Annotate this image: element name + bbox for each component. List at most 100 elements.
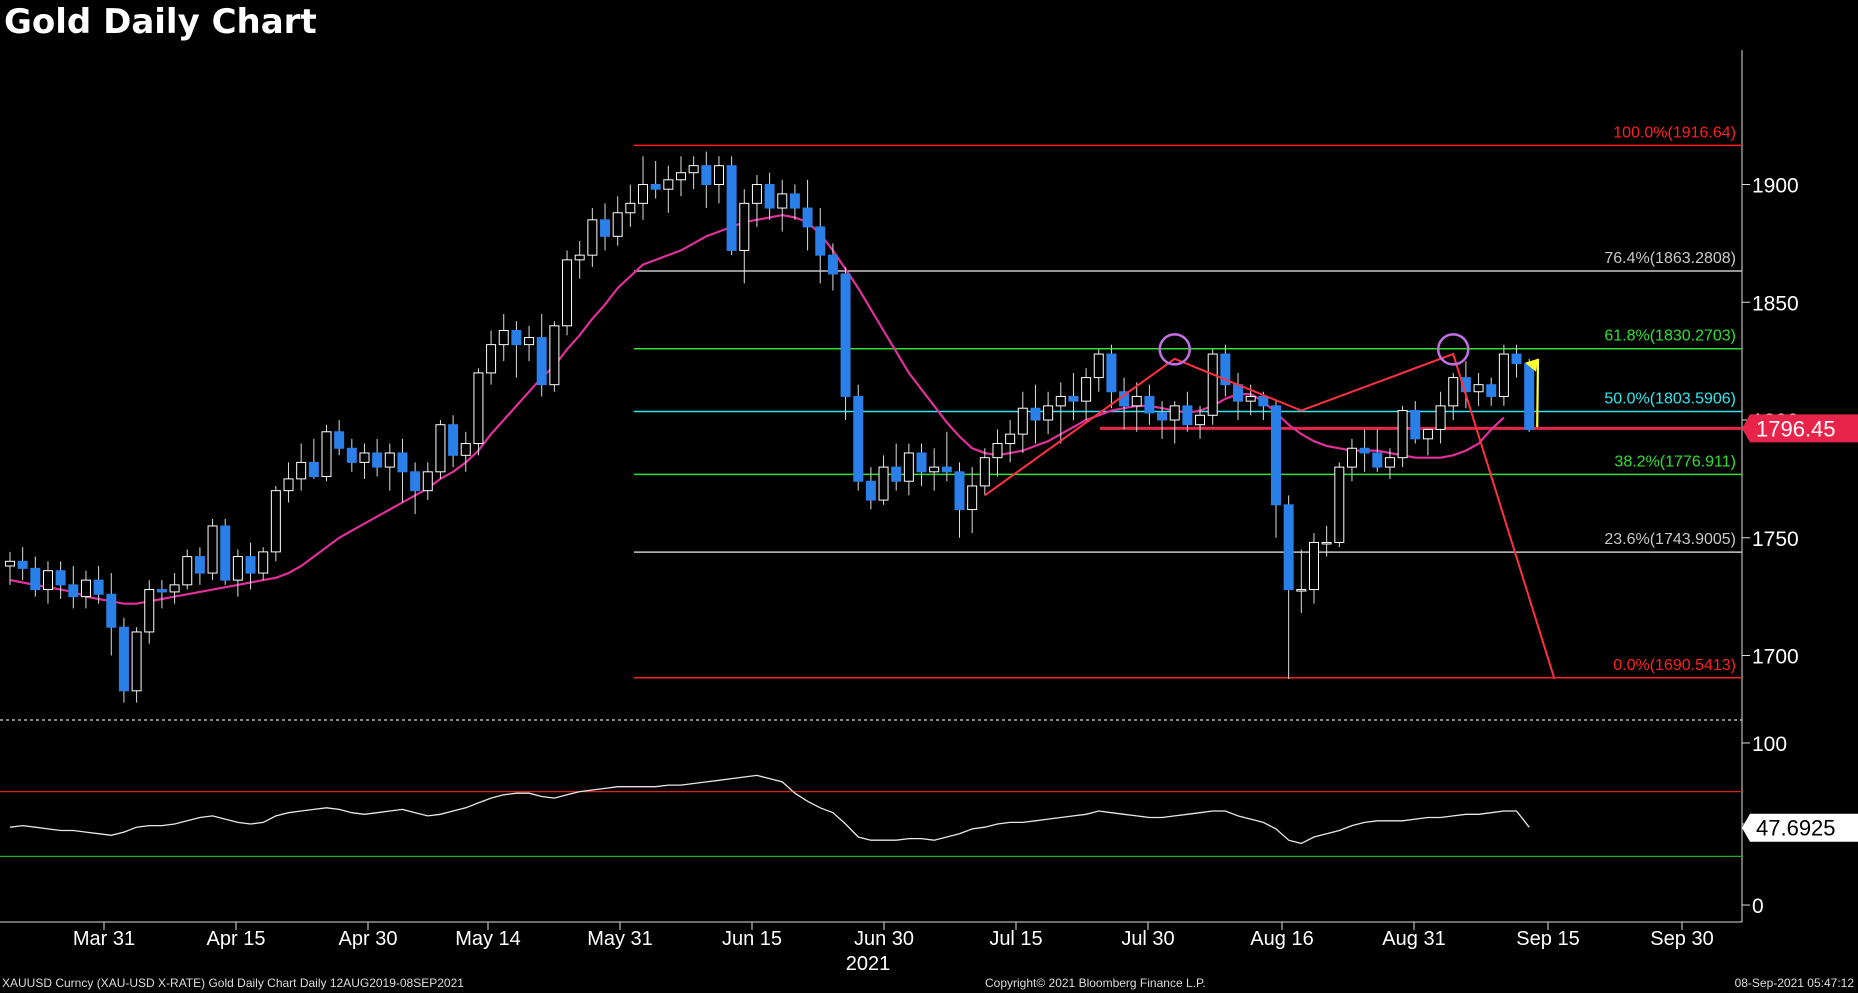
candle-body <box>1106 353 1117 393</box>
time-tick-label: Sep 15 <box>1516 928 1579 950</box>
candle-body <box>5 560 15 567</box>
candle-body <box>1055 395 1066 407</box>
candle-body <box>1346 447 1357 468</box>
footer-left: XAUUSD Curncy (XAU-USD X-RATE) Gold Dail… <box>2 976 464 990</box>
candle-body <box>448 424 459 456</box>
candle-body <box>473 372 484 445</box>
candle-body <box>688 165 699 174</box>
candle-body <box>992 443 1003 459</box>
candle-body <box>853 395 864 482</box>
candle-body <box>764 184 775 209</box>
fib-label: 76.4%(1863.2808) <box>1604 250 1736 267</box>
projection-arrow <box>1536 358 1540 428</box>
candle-body <box>625 202 636 214</box>
candle-body <box>498 330 509 346</box>
candle-body <box>1334 466 1345 543</box>
candle-body <box>1372 452 1383 468</box>
candle-body <box>1422 428 1433 440</box>
candle-body <box>751 184 762 204</box>
candle-body <box>80 579 91 598</box>
footer-center: Copyright© 2021 Bloomberg Finance L.P. <box>985 976 1206 990</box>
candle-body <box>1473 384 1484 393</box>
candle-body <box>1043 405 1054 421</box>
candle-body <box>1030 407 1041 421</box>
candle-body <box>410 471 421 492</box>
candle-body <box>422 471 433 492</box>
candle-body <box>1524 362 1535 430</box>
time-tick-label: Jul 15 <box>989 928 1042 950</box>
candle-body <box>916 452 927 473</box>
candle-body <box>220 525 231 581</box>
candle-body <box>1321 541 1332 545</box>
candle-body <box>346 447 357 463</box>
candle-body <box>1410 410 1421 440</box>
time-tick-label: Jun 15 <box>722 928 782 950</box>
candle-body <box>600 219 611 237</box>
fib-label: 38.2%(1776.911) <box>1614 453 1736 470</box>
fib-label: 50.0%(1803.5906) <box>1604 391 1736 408</box>
candle-body <box>207 525 218 574</box>
last-price-box <box>1742 414 1858 443</box>
candle-body <box>1308 541 1319 591</box>
panel-dividers <box>0 50 1743 923</box>
candle-body <box>562 259 573 327</box>
candle-body <box>1271 405 1281 506</box>
candle-body <box>1093 353 1104 379</box>
fib-label: 23.6%(1743.9005) <box>1604 531 1736 548</box>
candle-body <box>536 337 547 386</box>
footer-right: 08-Sep-2021 05:47:12 <box>1734 976 1854 990</box>
candle-body <box>878 466 889 501</box>
price-tick-label: 1700 <box>1752 646 1799 669</box>
candle-body <box>891 466 902 482</box>
fib-label: 0.0%(1690.5413) <box>1613 657 1736 674</box>
time-tick-label: Aug 16 <box>1250 928 1313 950</box>
rsi-last-box <box>1742 813 1858 842</box>
time-tick-label: Apr 15 <box>207 928 266 950</box>
candles-layer <box>5 151 1535 703</box>
candle-body <box>384 452 395 468</box>
candle-body <box>321 431 332 478</box>
time-tick-label: Jul 30 <box>1121 928 1174 950</box>
candle-body <box>1220 353 1231 386</box>
candle-body <box>1182 405 1193 426</box>
candle-body <box>308 461 319 478</box>
candle-body <box>739 202 750 251</box>
time-tick-label: Jun 30 <box>854 928 914 950</box>
candle-body <box>1245 395 1256 402</box>
candle-body <box>258 551 269 574</box>
candle-body <box>663 179 674 190</box>
candle-body <box>650 184 661 190</box>
candle-body <box>1486 384 1497 397</box>
candle-body <box>789 193 800 209</box>
rsi-tick-label: 100 <box>1752 733 1787 756</box>
candle-body <box>156 589 167 593</box>
candle-body <box>1233 384 1244 402</box>
candle-body <box>1207 353 1218 416</box>
candle-body <box>1068 395 1079 402</box>
peak-circle <box>1158 333 1191 366</box>
fibonacci-levels: 100.0%(1916.64) 76.4%(1863.2808) 61.8%(183… <box>634 124 1742 679</box>
candle-body <box>1498 353 1509 397</box>
candle-body <box>182 556 193 586</box>
candle-body <box>511 330 522 346</box>
candle-body <box>1081 377 1092 402</box>
candle-body <box>131 631 142 692</box>
candle-body <box>283 478 294 492</box>
candle-body <box>1397 410 1408 459</box>
swing-zigzag <box>984 352 1556 680</box>
candle-body <box>359 452 370 463</box>
time-tick-label: Mar 31 <box>73 928 135 950</box>
time-tick-label: Aug 31 <box>1382 928 1445 950</box>
price-tick-label: 1900 <box>1752 175 1799 198</box>
candle-body <box>245 556 256 574</box>
candle-body <box>1359 447 1370 454</box>
candle-body <box>549 325 560 386</box>
candle-body <box>777 193 788 209</box>
candle-body <box>979 457 990 487</box>
fib-label: 100.0%(1916.64) <box>1613 124 1736 141</box>
candle-body <box>1296 589 1307 592</box>
candle-body <box>17 560 28 569</box>
last-price-label: 1796.45 <box>1756 416 1836 441</box>
